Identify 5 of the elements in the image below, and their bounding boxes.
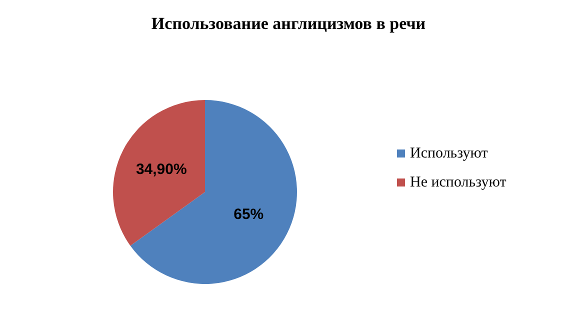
legend-label: Не используют	[410, 174, 507, 190]
data-label: 34,90%	[136, 161, 187, 178]
chart-title: Использование англицизмов в речи	[151, 14, 426, 33]
legend-label: Используют	[410, 146, 488, 162]
data-label: 65%	[234, 206, 264, 223]
